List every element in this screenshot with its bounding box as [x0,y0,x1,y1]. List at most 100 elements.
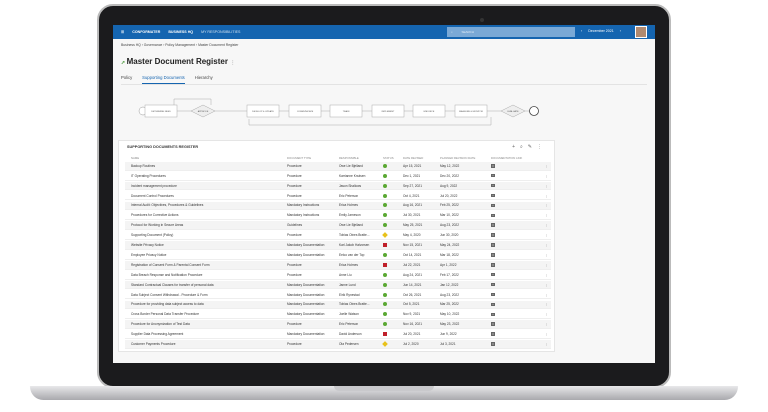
table-row[interactable]: Data Subject Consent Withdrawal - Proced… [125,291,551,300]
doc-name[interactable]: Supplier Data Processing Agreement [131,332,184,337]
doc-name[interactable]: Supporting Document (Policy) [131,233,174,238]
document-link-icon[interactable] [491,322,495,326]
doc-name[interactable]: Employee Privacy Notice [131,252,167,257]
doc-name[interactable]: Customer Payments Procedure [131,342,176,347]
doc-name[interactable]: Cross Border Personal Data Transfer Proc… [131,312,200,317]
table-row[interactable]: Standard Contractual Clauses for transfe… [125,280,551,290]
row-menu-icon[interactable]: ⋮ [545,173,549,178]
table-row[interactable]: Procedure for providing data subject acc… [125,300,551,310]
document-link-icon[interactable] [491,312,495,317]
doc-name[interactable]: Procedures for Corrective Actions [131,213,179,218]
document-link-icon[interactable] [491,282,495,287]
doc-name[interactable]: Document Control Procedures [131,193,174,198]
menu-icon[interactable]: ☰ [121,30,125,34]
table-row[interactable]: Cross Border Personal Data Transfer Proc… [125,311,551,320]
nav-business-hq[interactable]: BUSINESS HQ [168,30,194,34]
row-menu-icon[interactable]: ⋮ [545,272,549,277]
search-icon[interactable]: ⌕ [519,144,523,150]
document-link-icon[interactable] [491,332,495,336]
row-menu-icon[interactable]: ⋮ [545,312,549,317]
row-menu-icon[interactable]: ⋮ [545,213,549,218]
table-row[interactable]: Backup Routines Procedure Owe Lie Bjella… [125,162,551,171]
document-link-icon[interactable] [491,263,495,267]
prev-month-button[interactable]: ‹ [581,29,583,33]
table-row[interactable]: Supporting Document (Policy) Procedure T… [125,231,551,240]
doc-name[interactable]: Registration of Consent Form & Parental … [131,262,210,267]
add-icon[interactable]: + [512,144,515,150]
row-menu-icon[interactable]: ⋮ [545,282,549,287]
document-link-icon[interactable] [491,302,495,307]
tab-policy[interactable]: Policy [121,75,133,80]
row-menu-icon[interactable]: ⋮ [545,223,549,228]
doc-name[interactable]: Data Breach Response and Notification Pr… [131,272,203,277]
row-menu-icon[interactable]: ⋮ [545,193,549,198]
table-row[interactable]: Procedure for Anonymization of Test Data… [125,320,551,330]
doc-name[interactable]: Website Privacy Notice [131,243,164,248]
document-link-icon[interactable] [491,183,495,188]
table-row[interactable]: IT Operating Procedures Procedure Karria… [125,172,551,181]
more-icon[interactable]: ⋮ [230,60,236,66]
row-menu-icon[interactable]: ⋮ [545,163,549,168]
column-header[interactable]: DOCUMENT TYPE [287,156,312,161]
more-icon[interactable]: ⋮ [537,144,542,150]
document-link-icon[interactable] [491,164,495,168]
document-link-icon[interactable] [491,272,495,277]
column-header[interactable]: NAME [131,156,140,161]
nav-my-responsibilities[interactable]: MY RESPONSIBILITIES [201,30,241,34]
column-header[interactable]: PLANNED REVISION DATE [440,156,476,161]
table-row[interactable]: Internal Audit: Objectives, Procedures &… [125,201,551,211]
column-header[interactable]: STATUS [383,156,394,161]
brand-logo[interactable]: CONFORMATER [132,30,161,34]
table-row[interactable]: Protocol for Working in Secure Areas Gui… [125,221,551,231]
table-row[interactable]: Supplier Data Processing Agreement Manda… [125,330,551,339]
table-row[interactable]: Employee Privacy Notice Mandatory Docume… [125,251,551,260]
doc-name[interactable]: Incident management procedure [131,183,177,188]
row-menu-icon[interactable]: ⋮ [545,203,549,208]
document-link-icon[interactable] [491,173,495,178]
doc-name[interactable]: Backup Routines [131,163,156,168]
row-menu-icon[interactable]: ⋮ [545,233,549,238]
document-link-icon[interactable] [491,243,495,247]
column-header[interactable]: RESPONSIBLE [339,156,359,161]
table-row[interactable]: Incident management procedure Procedure … [125,181,551,191]
table-row[interactable]: Registration of Consent Form & Parental … [125,261,551,270]
tab-supporting-documents[interactable]: Supporting Documents [142,75,185,84]
table-row[interactable]: Document Control Procedures Procedure Er… [125,192,551,201]
doc-name[interactable]: Procedure for providing data subject acc… [131,302,204,307]
doc-name[interactable]: Procedure for Anonymization of Test Data [131,322,190,327]
column-header[interactable]: DATE REVISED [403,156,424,161]
document-link-icon[interactable] [491,213,495,218]
table-row[interactable]: Procedures for Corrective Actions Mandat… [125,212,551,221]
row-menu-icon[interactable]: ⋮ [545,183,549,188]
search-input[interactable]: ⌕ SEARCH [447,27,575,37]
row-menu-icon[interactable]: ⋮ [545,243,549,248]
row-menu-icon[interactable]: ⋮ [545,342,549,347]
doc-name[interactable]: IT Operating Procedures [131,173,166,178]
doc-name[interactable]: Standard Contractual Clauses for transfe… [131,282,214,287]
table-row[interactable]: Customer Payments Procedure Procedure Ol… [125,340,551,349]
document-link-icon[interactable] [491,233,495,237]
table-row[interactable]: Data Breach Response and Notification Pr… [125,271,551,280]
row-menu-icon[interactable]: ⋮ [545,292,549,297]
document-link-icon[interactable] [491,203,495,208]
row-menu-icon[interactable]: ⋮ [545,262,549,267]
document-link-icon[interactable] [491,253,495,257]
doc-name[interactable]: Internal Audit: Objectives, Procedures &… [131,203,204,208]
document-link-icon[interactable] [491,342,495,346]
column-header[interactable]: DOCUMENTATION LINK [491,156,523,161]
row-menu-icon[interactable]: ⋮ [545,322,549,327]
next-month-button[interactable]: › [619,29,621,33]
document-link-icon[interactable] [491,193,495,198]
tab-hierarchy[interactable]: Hierarchy [194,75,213,80]
row-menu-icon[interactable]: ⋮ [545,332,549,337]
doc-name[interactable]: Protocol for Working in Secure Areas [131,223,184,228]
row-menu-icon[interactable]: ⋮ [545,302,549,307]
document-link-icon[interactable] [491,292,495,297]
status-indicator [383,163,387,168]
document-link-icon[interactable] [491,223,495,227]
doc-name[interactable]: Data Subject Consent Withdrawal - Proced… [131,292,208,297]
avatar[interactable] [635,26,647,38]
table-row[interactable]: Website Privacy Notice Mandatory Documen… [125,241,551,250]
row-menu-icon[interactable]: ⋮ [545,252,549,257]
edit-icon[interactable]: ✎ [527,144,532,150]
